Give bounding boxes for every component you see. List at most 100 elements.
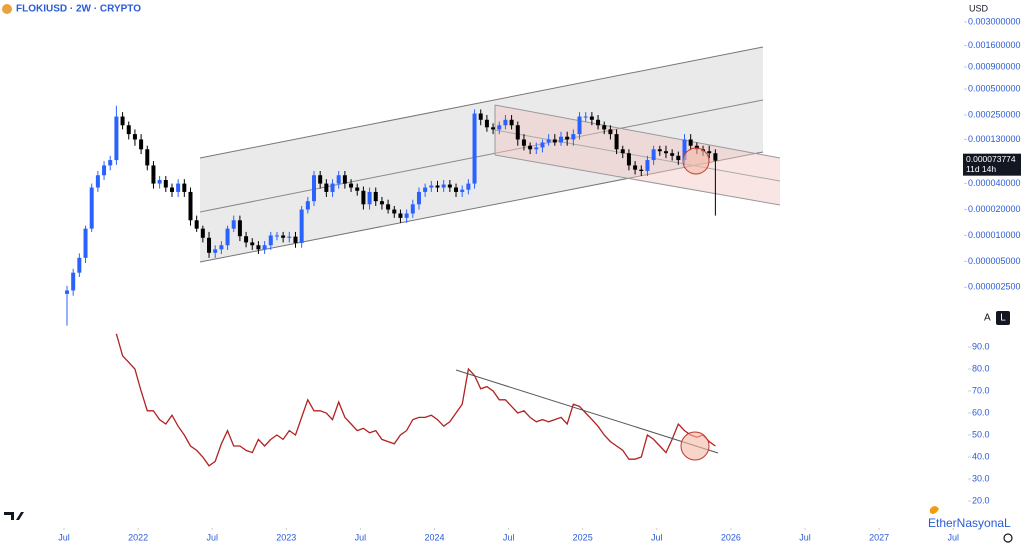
candle-body — [95, 175, 100, 188]
candle-body — [262, 245, 267, 250]
candle-body — [707, 151, 712, 154]
x-tick-label: Jul — [355, 532, 367, 542]
x-tick-label: Jul — [651, 532, 663, 542]
channel-line — [494, 104, 781, 159]
symbol-icon — [2, 4, 12, 14]
candle-body — [410, 204, 415, 214]
candle-body — [559, 136, 563, 143]
x-tick-label: Jul — [799, 532, 811, 542]
channel-line — [494, 154, 781, 206]
candle-body — [534, 147, 539, 150]
candle-body — [472, 113, 477, 184]
candle-body — [349, 183, 354, 188]
candle-body — [318, 175, 323, 184]
candle-body — [342, 175, 347, 184]
y-tick-label: 0.003000000 — [968, 16, 1021, 26]
countdown: 11d 14h — [966, 164, 996, 174]
currency-label[interactable]: USD — [969, 3, 989, 13]
log-scale-button-bg[interactable] — [996, 311, 1010, 325]
candle-body — [515, 125, 520, 140]
x-tick-label: Jul — [503, 532, 515, 542]
candle-body — [583, 116, 588, 118]
watermark-icon — [929, 506, 939, 514]
candle-body — [244, 236, 249, 243]
candle-body — [237, 220, 242, 237]
candle-body — [503, 119, 508, 126]
candle-body — [194, 220, 199, 229]
candle-body — [441, 184, 446, 188]
channel-line — [199, 46, 764, 159]
candle-body — [225, 228, 230, 246]
tradingview-logo[interactable] — [4, 512, 24, 520]
candle-body — [633, 165, 638, 170]
y-tick-label: 30.0 — [972, 473, 990, 483]
candle-body — [423, 187, 428, 192]
candle-body — [281, 235, 286, 238]
candle-body — [293, 236, 298, 243]
x-tick-label: Jul — [206, 532, 218, 542]
candle-body — [355, 187, 360, 191]
candle-body — [188, 191, 193, 221]
y-tick-label: 40.0 — [972, 451, 990, 461]
candle-body — [645, 160, 650, 171]
highlight-circle — [682, 147, 710, 175]
channel-line — [199, 99, 764, 213]
x-tick-label: 2025 — [573, 532, 593, 542]
chart-title: FLOKIUSD · 2W · CRYPTO — [16, 4, 141, 15]
candle-body — [132, 134, 137, 140]
x-tick-label: 2027 — [869, 532, 889, 542]
log-scale-button[interactable]: L — [1000, 313, 1006, 324]
y-tick-label: 0.000040000 — [968, 178, 1021, 188]
y-tick-label: 0.000010000 — [968, 230, 1021, 240]
channel-fill — [200, 47, 763, 262]
y-tick-label: 0.000900000 — [968, 61, 1021, 71]
y-tick-label: 0.000020000 — [968, 204, 1021, 214]
y-tick-label: 80.0 — [972, 363, 990, 373]
candle-body — [89, 187, 94, 229]
candle-body — [429, 185, 434, 188]
candle-body — [454, 187, 459, 192]
candle-body — [108, 160, 113, 166]
candle-body — [65, 290, 69, 294]
candle-body — [207, 237, 212, 253]
candle-body — [491, 127, 496, 130]
candle-body — [287, 236, 292, 238]
candle-body — [521, 139, 526, 146]
candle-body — [392, 209, 397, 214]
candle-body — [478, 113, 483, 120]
candle-body — [163, 180, 168, 188]
y-tick-label: 0.001600000 — [968, 40, 1021, 50]
candle-body — [682, 139, 687, 161]
x-tick-label: Jul — [947, 532, 959, 542]
candle-body — [182, 183, 187, 192]
candle-body — [398, 213, 403, 218]
candle-body — [200, 228, 205, 238]
candle-body — [577, 116, 582, 135]
auto-scale-button[interactable]: A — [984, 313, 991, 324]
x-tick-label: 2026 — [721, 532, 741, 542]
candle-body — [651, 149, 656, 161]
settings-icon[interactable] — [1003, 533, 1013, 543]
candle-body — [367, 191, 372, 205]
candle-body — [126, 125, 131, 135]
y-tick-label: 60.0 — [972, 407, 990, 417]
candle-body — [435, 185, 440, 188]
candle-body — [379, 201, 384, 205]
candle-body — [71, 272, 76, 291]
candle-body — [324, 183, 329, 192]
candle-body — [219, 245, 224, 250]
candle-body — [596, 119, 601, 126]
candle-body — [565, 136, 570, 140]
candle-body — [151, 165, 156, 184]
candle-body — [299, 209, 304, 243]
candle-body — [404, 213, 409, 218]
candle-body — [602, 125, 607, 130]
candle-body — [663, 151, 668, 154]
y-tick-label: 50.0 — [972, 429, 990, 439]
candle-body — [213, 249, 218, 253]
candle-body — [361, 190, 366, 205]
y-tick-label: 0.000002500 — [968, 282, 1021, 292]
channel-line — [494, 129, 781, 182]
